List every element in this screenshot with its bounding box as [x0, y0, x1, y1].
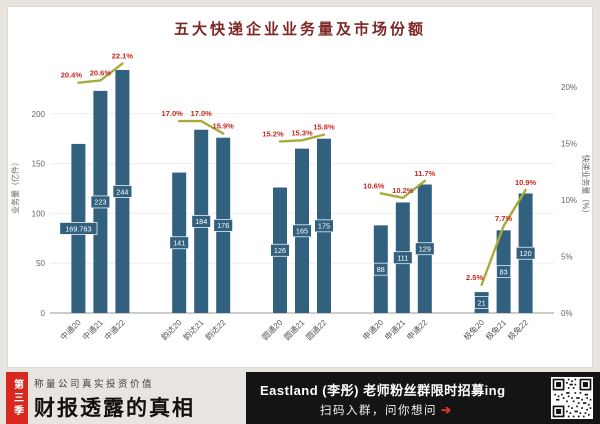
bar-value-label: 141	[173, 239, 185, 248]
bar-value-label: 165	[296, 227, 308, 236]
share-point-label: 10.2%	[392, 186, 414, 195]
chart-title: 五大快递企业业务量及市场份额	[173, 21, 426, 38]
share-point-label: 15.2%	[262, 129, 284, 138]
bar-value-label: 175	[318, 222, 330, 231]
left-tick-label: 150	[32, 160, 46, 169]
share-point-label: 15.9%	[213, 122, 235, 131]
share-point-label: 2.5%	[466, 273, 483, 282]
bar-value-label: 21	[478, 298, 486, 307]
bar-value-box	[270, 243, 290, 257]
market-share-line	[480, 188, 527, 286]
x-axis-label: 韵达20	[159, 317, 184, 342]
share-point-label: 20.4%	[61, 71, 83, 80]
bar-value-box	[496, 265, 512, 279]
right-tick-label: 5%	[561, 253, 573, 262]
promo-subtitle: 扫码入群，问你想问 ➔	[320, 402, 453, 418]
promo-title: Eastland (李彤) 老师粉丝群限时招募ing	[260, 383, 506, 398]
bar-value-label: 184	[195, 217, 207, 226]
share-point-label: 17.0%	[162, 109, 184, 118]
x-axis-label: 圆通22	[304, 317, 329, 342]
bar-value-box	[393, 251, 413, 265]
share-point-label: 15.3%	[291, 128, 313, 137]
left-tick-label: 0	[41, 309, 46, 318]
share-point-label: 22.1%	[112, 52, 134, 61]
x-axis-label: 韵达22	[203, 317, 228, 342]
promo-subtitle-text: 扫码入群，问你想问	[320, 405, 437, 417]
bar-value-label: 223	[94, 198, 106, 207]
bar-value-box	[169, 236, 189, 250]
bar-value-box	[314, 219, 334, 233]
market-share-line	[379, 179, 426, 200]
share-point-label: 7.7%	[495, 214, 512, 223]
bar-value-label: 120	[520, 249, 532, 258]
bar-value-box	[191, 215, 211, 228]
bar-value-box	[59, 222, 98, 235]
bar-value-box	[474, 296, 490, 309]
share-point-label: 10.9%	[515, 178, 537, 187]
x-axis-label: 申通20	[361, 317, 386, 342]
season-banner: 第三季	[6, 372, 28, 424]
bar-value-label: 169.763	[65, 224, 91, 233]
x-axis-label: 韵达21	[181, 317, 206, 342]
brand-title: 财报透露的真相	[34, 397, 195, 420]
bar-value-label: 126	[274, 246, 286, 255]
share-point-label: 20.6%	[90, 68, 112, 77]
x-axis-label: 极兔21	[483, 317, 508, 342]
right-axis-title: 快递业务量（%）	[581, 154, 591, 217]
left-tick-label: 200	[32, 110, 46, 119]
share-point-label: 11.7%	[414, 169, 435, 178]
brand-tagline: 称量公司真实投资价值	[34, 379, 155, 390]
chart-panel: 五大快递企业业务量及市场份额 0 50 100 150 200 0% 5% 10% 15% 20%…	[7, 6, 593, 368]
x-axis-label: 圆通20	[260, 317, 285, 342]
bar-value-box	[90, 195, 111, 209]
x-axis-label: 申通21	[383, 317, 408, 342]
right-tick-label: 15%	[561, 140, 577, 149]
right-tick-label: 20%	[561, 83, 577, 92]
bar-value-label: 129	[419, 245, 431, 254]
market-share-line	[278, 133, 326, 143]
bar-value-box	[373, 262, 389, 276]
bar-value-box	[213, 218, 233, 232]
bar-value-label: 244	[116, 187, 128, 196]
bar-value-box	[515, 246, 536, 260]
arrow-icon: ➔	[441, 403, 453, 417]
bar-value-box	[292, 224, 312, 238]
bar-value-label: 88	[377, 265, 385, 274]
left-tick-label: 100	[32, 209, 46, 218]
share-point-label: 17.0%	[191, 109, 213, 118]
right-tick-label: 10%	[561, 196, 577, 205]
left-axis-title: 业务量（亿件）	[10, 158, 20, 214]
left-tick-label: 50	[36, 259, 45, 268]
promo-section: Eastland (李彤) 老师粉丝群限时招募ing 扫码入群，问你想问 ➔	[246, 372, 600, 424]
bar-value-label: 111	[397, 254, 408, 263]
footer-branding: 称量公司真实投资价值 财报透露的真相	[34, 376, 195, 422]
share-point-label: 10.6%	[363, 181, 385, 190]
market-share-line	[177, 119, 225, 135]
bar-value-box	[415, 242, 435, 256]
x-axis-label: 中通20	[58, 317, 83, 342]
market-share-line	[77, 62, 124, 84]
footer: 第三季 称量公司真实投资价值 财报透露的真相 Eastland (李彤) 老师粉…	[0, 372, 600, 424]
x-axis-label: 极兔20	[461, 317, 486, 342]
qr-code-icon	[551, 377, 593, 419]
bar-value-label: 176	[217, 221, 229, 230]
right-tick-label: 0%	[561, 309, 573, 318]
x-axis-label: 申通22	[405, 317, 430, 342]
x-axis-label: 中通21	[80, 317, 105, 342]
x-axis-label: 中通22	[102, 317, 127, 342]
x-axis-label: 极兔22	[505, 317, 530, 342]
share-point-label: 15.8%	[313, 123, 335, 132]
bar-value-label: 83	[500, 267, 508, 276]
x-axis-label: 圆通21	[282, 317, 307, 342]
bar-value-box	[112, 185, 133, 198]
